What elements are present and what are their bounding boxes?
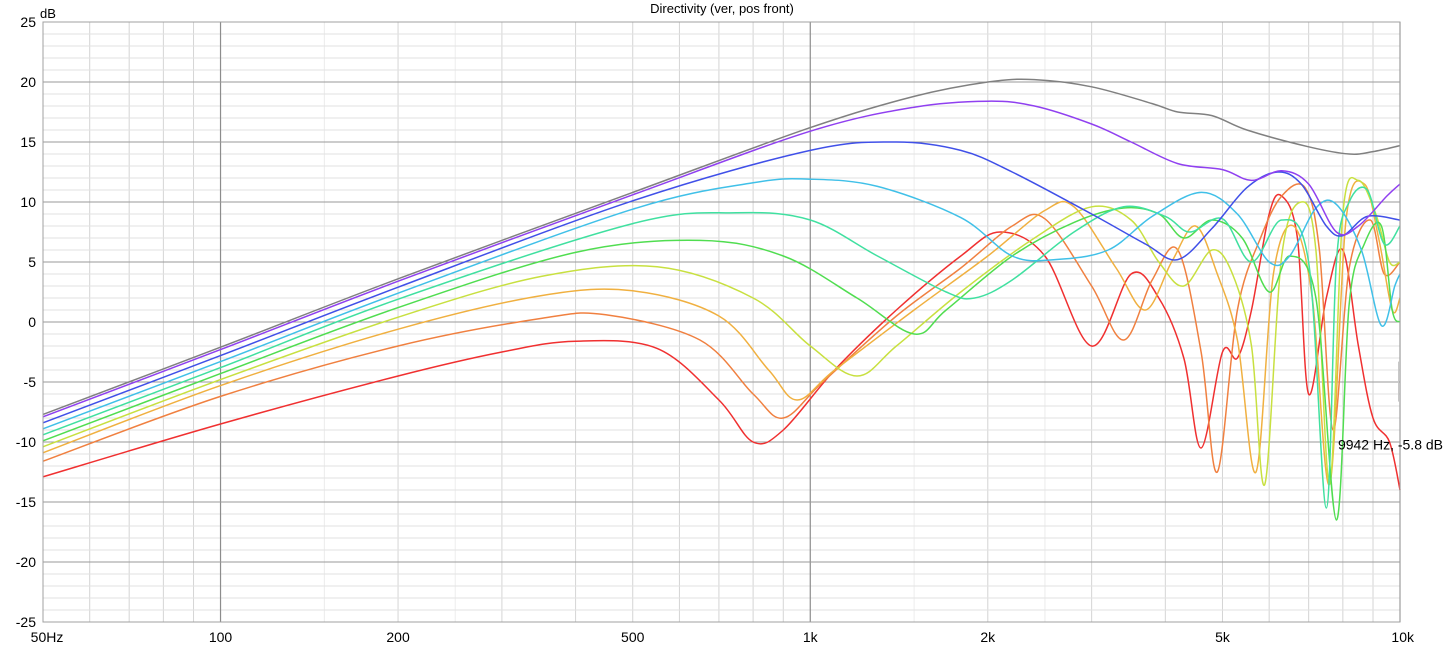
x-tick-label: 2k	[980, 629, 996, 645]
x-tick-label: 200	[386, 629, 410, 645]
response-curve	[42, 206, 1401, 521]
x-tick-label: 5k	[1215, 629, 1231, 645]
series-layer	[42, 78, 1401, 521]
x-tick-label: 50Hz	[31, 629, 64, 645]
x-tick-label: 100	[209, 629, 233, 645]
y-tick-label: -20	[16, 554, 36, 570]
y-tick-label: 0	[28, 314, 36, 330]
y-tick-label: -10	[16, 434, 36, 450]
x-tick-label: 1k	[803, 629, 819, 645]
response-curve	[42, 178, 1401, 430]
y-axis-tick-labels: 25 20 15 10 5 0 -5 -10 -15 -20 -25	[16, 14, 36, 630]
y-tick-label: 10	[20, 194, 36, 210]
y-tick-label: 5	[28, 254, 36, 270]
y-tick-label: -15	[16, 494, 36, 510]
response-curve	[42, 141, 1401, 424]
response-curve	[42, 193, 1401, 491]
response-curve	[42, 177, 1401, 487]
y-axis-unit-label: dB	[40, 6, 56, 21]
response-curve	[42, 186, 1401, 509]
x-tick-label: 10k	[1391, 629, 1415, 645]
y-tick-label: -25	[16, 614, 36, 630]
y-tick-label: -5	[24, 374, 37, 390]
response-curve	[42, 78, 1401, 416]
plot-frame	[42, 21, 1401, 623]
cursor-readout-text: 9942 Hz, -5.8 dB	[1338, 437, 1443, 453]
x-tick-label: 500	[621, 629, 645, 645]
y-tick-label: 25	[20, 14, 36, 30]
cursor-readout: 9942 Hz, -5.8 dB	[1338, 361, 1443, 453]
y-tick-label: 20	[20, 74, 36, 90]
chart-title: Directivity (ver, pos front)	[650, 1, 794, 16]
response-curve	[42, 100, 1401, 418]
y-tick-label: 15	[20, 134, 36, 150]
x-axis-tick-labels: 50Hz 100 200 500 1k 2k 5k 10k	[31, 629, 1415, 645]
response-curve	[42, 183, 1401, 473]
